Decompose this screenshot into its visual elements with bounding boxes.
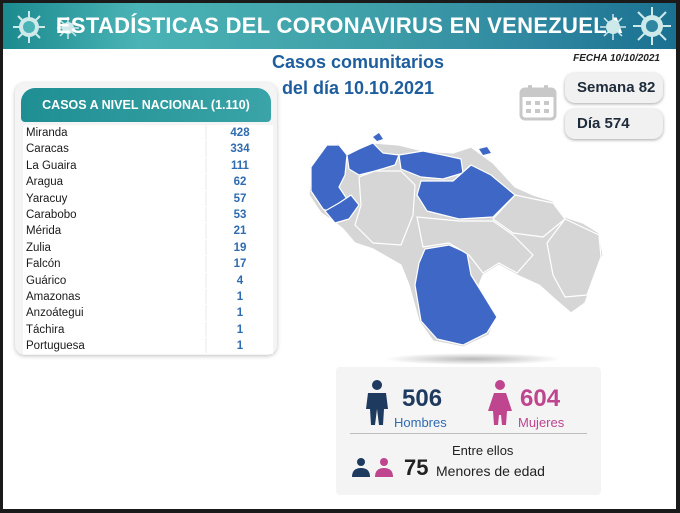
subtitle-line-2: del día 10.10.2021 [281,78,435,98]
shadow [383,353,563,365]
map-region-falcon [346,142,400,176]
map-region [373,133,383,141]
infographic: ESTADÍSTICAS DEL CORONAVIRUS EN VENEZUEL… [3,3,676,509]
state-name: Guárico [23,272,205,288]
map-region-nueva-esparta [479,147,491,155]
venezuela-map [308,133,604,348]
case-count: 111 [207,157,273,174]
case-count: 19 [207,239,273,256]
table-rows: Miranda 428 Caracas 334 La Guaira 111 Aragu… [23,125,273,355]
case-count: 4 [207,272,273,288]
case-count: 1 [207,321,273,338]
state-name: Amazonas [23,288,205,305]
child-icons [352,458,393,477]
table-row: Anzoátegui 1 [23,305,273,322]
case-count: 57 [207,190,273,206]
state-name: La Guaira [23,157,205,174]
case-count: 62 [207,174,273,190]
virus-icon [13,11,45,43]
men-count: 506 [402,385,443,412]
men-label: Hombres [394,415,447,430]
table-row: Yaracuy 57 [23,190,273,207]
state-name: Miranda [23,125,205,141]
table-row: Táchira 1 [23,321,273,339]
table-row: Guárico 4 [23,272,273,289]
map-region [354,170,416,246]
table-row: Aragua 62 [23,174,273,191]
map-region [546,218,602,298]
state-name: Anzoátegui [23,305,205,321]
case-count: 53 [207,206,273,223]
gender-stats-card: 506 Hombres 604 Mujeres Entre ellos 75 M… [336,367,601,495]
map-region-east [416,164,516,220]
state-name: Yaracuy [23,190,205,206]
woman-icon [488,380,512,425]
state-name: Falcón [23,256,205,272]
map-region-zulia [310,144,348,216]
table-row: Amazonas 1 [23,288,273,306]
minors-count: 75 [404,455,429,480]
subtitle: Casos comunitarios del día 10.10.2021 [253,49,463,101]
state-name: Mérida [23,223,205,239]
day-badge: Día 574 [565,109,663,139]
map-region-merida [324,194,360,224]
state-name: Táchira [23,321,205,338]
case-count: 1 [207,338,273,354]
case-count: 17 [207,256,273,272]
man-icon [366,380,388,425]
divider [350,433,587,434]
case-count: 21 [207,223,273,239]
virus-icon [600,14,626,40]
state-name: Carabobo [23,206,205,223]
report-date: FECHA 10/10/2021 [573,53,660,64]
case-count: 1 [207,288,273,305]
table-row: Falcón 17 [23,256,273,273]
state-name: Zulia [23,239,205,256]
state-name: Caracas [23,141,205,157]
map-region [492,194,566,238]
cases-table: CASOS A NIVEL NACIONAL (1.110) Miranda 42… [15,83,277,355]
minors-intro: Entre ellos [452,443,514,458]
virus-icon [57,17,79,39]
table-row: Mérida 21 [23,223,273,240]
women-count: 604 [520,385,561,412]
subtitle-line-1: Casos comunitarios [271,52,445,72]
table-row: Miranda 428 [23,125,273,142]
virus-icon [633,7,671,45]
page-title: ESTADÍSTICAS DEL CORONAVIRUS EN VENEZUEL… [55,13,624,38]
state-name: Portuguesa [23,338,205,354]
table-row: Zulia 19 [23,239,273,257]
table-title: CASOS A NIVEL NACIONAL (1.110) [21,88,271,122]
table-row: La Guaira 111 [23,157,273,175]
case-count: 334 [207,141,273,157]
case-count: 1 [207,305,273,321]
header-band: ESTADÍSTICAS DEL CORONAVIRUS EN VENEZUEL… [3,3,676,49]
minors-label: Menores de edad [436,463,545,479]
women-label: Mujeres [518,415,565,430]
table-row: Portuguesa 1 [23,338,273,355]
table-row: Carabobo 53 [23,206,273,224]
state-name: Aragua [23,174,205,190]
table-row: Caracas 334 [23,141,273,158]
case-count: 428 [207,125,273,141]
map-region [416,216,534,274]
week-badge: Semana 82 [565,73,663,103]
calendar-icon [519,85,557,121]
